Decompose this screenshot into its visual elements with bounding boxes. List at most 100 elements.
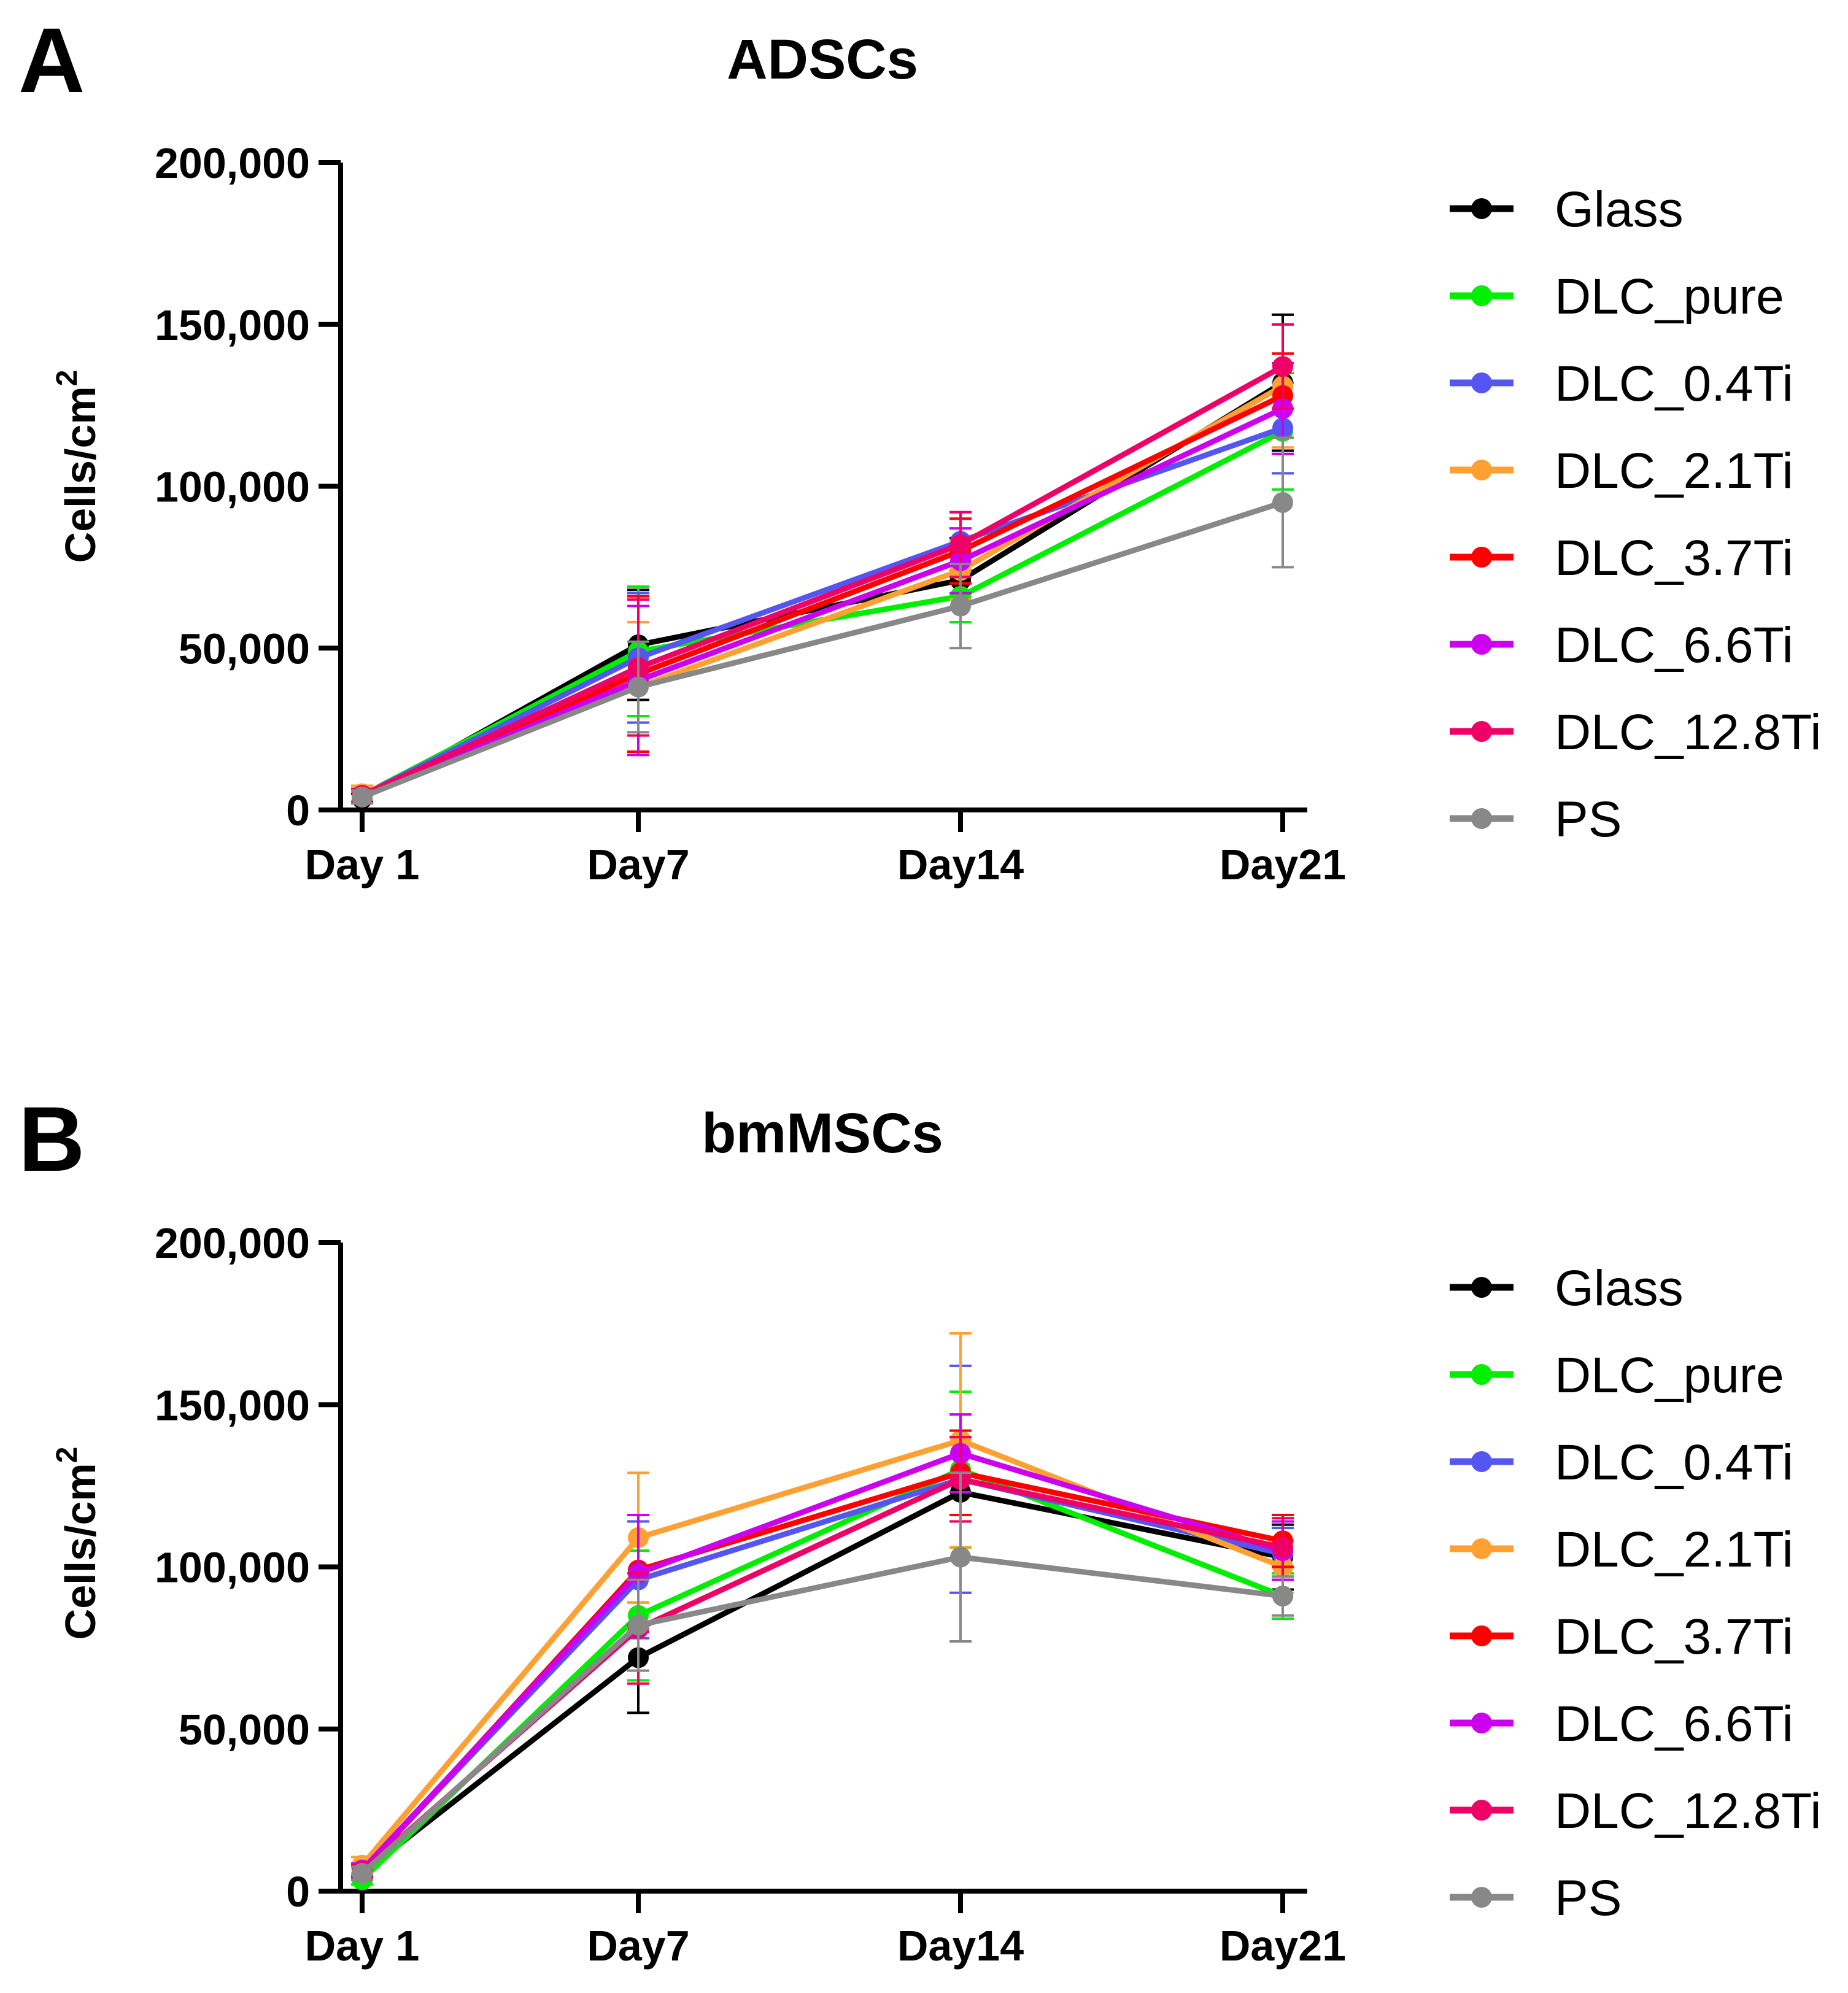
legend-label: DLC_6.6Ti: [1555, 1696, 1793, 1752]
legend-swatch-marker: [1471, 285, 1492, 306]
legend-swatch-marker: [1471, 1277, 1492, 1298]
legend-swatch-marker: [1471, 1887, 1492, 1908]
panel-b-series-dlc-2-1ti: [351, 1332, 1294, 1876]
legend-swatch-marker: [1471, 1713, 1492, 1733]
legend-label: DLC_2.1Ti: [1555, 1522, 1793, 1578]
panel-b-title: bmMSCs: [702, 1102, 943, 1165]
panel-a-y-tick-label: 0: [286, 787, 310, 835]
panel-a-legend-item-dlc-6-6ti: DLC_6.6Ti: [1450, 617, 1793, 673]
legend-label: DLC_0.4Ti: [1555, 1435, 1793, 1490]
panel-b-series-ps-point: [352, 1862, 373, 1884]
panel-b-y-tick-label: 200,000: [155, 1219, 310, 1267]
panel-a-series-dlc-12-8ti-line: [361, 364, 1285, 798]
legend-label: DLC_2.1Ti: [1555, 443, 1793, 499]
panel-b-series-dlc-3-7ti: [351, 1429, 1294, 1883]
panel-a-series-ps: [351, 436, 1294, 808]
panel-b-series-dlc-0-4ti: [351, 1364, 1294, 1881]
panel-a-x-tick-label: Day7: [587, 841, 689, 889]
panel-b-legend: Glass DLC_pure DLC_0.4Ti DLC_2.1Ti DLC_3.7Ti…: [1450, 1260, 1822, 1926]
panel-a-series-ps-point: [950, 595, 971, 617]
panel-b-series-glass-line: [360, 1489, 1283, 1876]
panel-b-series-ps-point: [628, 1614, 649, 1636]
legend-swatch-marker: [1471, 1364, 1492, 1385]
panel-b-series-ps: [351, 1471, 1294, 1884]
legend-label: PS: [1555, 792, 1622, 847]
panel-a-series-dlc-12-8ti-point: [1272, 356, 1293, 377]
panel-b-series-dlc-0-4ti-line: [360, 1476, 1284, 1872]
legend-label: DLC_3.7Ti: [1555, 530, 1793, 586]
panel-a-title: ADSCs: [727, 28, 918, 91]
panel-b-legend-item-dlc-6-6ti: DLC_6.6Ti: [1450, 1696, 1793, 1752]
legend-swatch-marker: [1471, 721, 1492, 742]
panel-b-x-tick-label: Day21: [1220, 1922, 1346, 1970]
panel-b-y-tick-label: 100,000: [155, 1544, 310, 1592]
panel-a-series-dlc-6-6ti-line: [361, 406, 1284, 800]
panel-b-y-axis-label-superscript: 2: [51, 1447, 83, 1463]
panel-b-x-tick-label: Day 1: [305, 1922, 420, 1970]
panel-a-y-ticks: 0 50,000 100,000 150,000 200,000: [155, 139, 341, 835]
panel-b-legend-item-ps: PS: [1450, 1870, 1622, 1926]
panel-b-legend-item-glass: Glass: [1450, 1260, 1684, 1316]
legend-swatch-marker: [1471, 460, 1492, 480]
panel-a-plot: [351, 313, 1294, 809]
panel-a-series-dlc-6-6ti: [351, 362, 1294, 808]
panel-a-legend-item-dlc-12-8ti: DLC_12.8Ti: [1450, 704, 1822, 760]
panel-a: A ADSCs Cells/cm2 0 50,000 100,000 150,000 2…: [18, 9, 1822, 889]
legend-label: DLC_pure: [1555, 269, 1784, 325]
panel-a-x-tick-label: Day21: [1220, 841, 1346, 889]
panel-a-legend-item-dlc-2-1ti: DLC_2.1Ti: [1450, 443, 1793, 499]
panel-b-series-ps-point: [950, 1546, 971, 1568]
panel-a-legend-item-dlc-pure: DLC_pure: [1450, 269, 1784, 325]
panel-a-legend: Glass DLC_pure DLC_0.4Ti DLC_2.1Ti DLC_3.7Ti…: [1450, 182, 1822, 847]
panel-a-legend-item-dlc-0-4ti: DLC_0.4Ti: [1450, 356, 1793, 412]
panel-a-legend-item-ps: PS: [1450, 792, 1622, 847]
legend-swatch-marker: [1471, 808, 1492, 829]
legend-label: Glass: [1555, 182, 1684, 237]
legend-label: DLC_3.7Ti: [1555, 1609, 1793, 1665]
panel-b-y-axis-label-text: Cells/cm: [56, 1463, 104, 1640]
panel-a-y-axis-label-superscript: 2: [51, 370, 83, 387]
panel-a-axes: [338, 163, 1307, 812]
panel-a-y-tick-label: 150,000: [155, 301, 310, 349]
legend-swatch-marker: [1471, 634, 1492, 655]
panel-b-letter: B: [18, 1087, 85, 1190]
panel-a-letter: A: [18, 9, 85, 112]
panel-a-legend-item-glass: Glass: [1450, 182, 1684, 237]
legend-label: DLC_0.4Ti: [1555, 356, 1793, 412]
panel-b-series-dlc-pure: [351, 1390, 1294, 1891]
panel-b-y-tick-label: 50,000: [179, 1706, 310, 1754]
legend-swatch-marker: [1471, 1625, 1492, 1646]
panel-b-series-dlc-12-8ti-line: [360, 1476, 1283, 1874]
legend-label: DLC_12.8Ti: [1555, 1783, 1822, 1839]
panel-b-legend-item-dlc-0-4ti: DLC_0.4Ti: [1450, 1435, 1793, 1490]
panel-a-series-dlc-pure-line: [360, 428, 1285, 798]
panel-a-series-dlc-12-8ti: [351, 323, 1294, 806]
legend-label: DLC_pure: [1555, 1347, 1784, 1403]
panel-b-legend-item-dlc-12-8ti: DLC_12.8Ti: [1450, 1783, 1822, 1839]
panel-b-series-dlc-12-8ti-point: [1272, 1536, 1293, 1558]
legend-label: DLC_6.6Ti: [1555, 617, 1793, 673]
panel-a-series-ps-point: [628, 676, 649, 698]
panel-b-x-tick-label: Day14: [897, 1922, 1024, 1970]
panel-b-y-tick-label: 150,000: [155, 1381, 310, 1429]
panel-b-x-tick-label: Day7: [587, 1922, 689, 1970]
panel-a-legend-item-dlc-3-7ti: DLC_3.7Ti: [1450, 530, 1793, 586]
panel-b-y-tick-label: 0: [286, 1868, 310, 1916]
panel-b-series-ps-line: [360, 1554, 1283, 1876]
legend-swatch-marker: [1471, 198, 1492, 219]
panel-a-series-ps-point: [352, 786, 373, 808]
panel-b-x-ticks: Day 1 Day7 Day14 Day21: [305, 1891, 1346, 1970]
panel-b-legend-item-dlc-3-7ti: DLC_3.7Ti: [1450, 1609, 1793, 1665]
legend-swatch-marker: [1471, 372, 1492, 393]
panel-a-x-tick-label: Day 1: [305, 841, 420, 889]
panel-a-x-ticks: Day 1 Day7 Day14 Day21: [305, 810, 1346, 889]
panel-b-legend-item-dlc-pure: DLC_pure: [1450, 1347, 1784, 1403]
panel-b-axes: [338, 1243, 1307, 1894]
panel-a-series-ps-point: [1272, 492, 1293, 513]
panel-a-x-tick-label: Day14: [897, 841, 1024, 889]
panel-a-y-axis-label-text: Cells/cm: [56, 386, 104, 563]
legend-swatch-marker: [1471, 547, 1492, 568]
panel-a-y-tick-label: 200,000: [155, 139, 310, 187]
legend-label: Glass: [1555, 1260, 1684, 1316]
